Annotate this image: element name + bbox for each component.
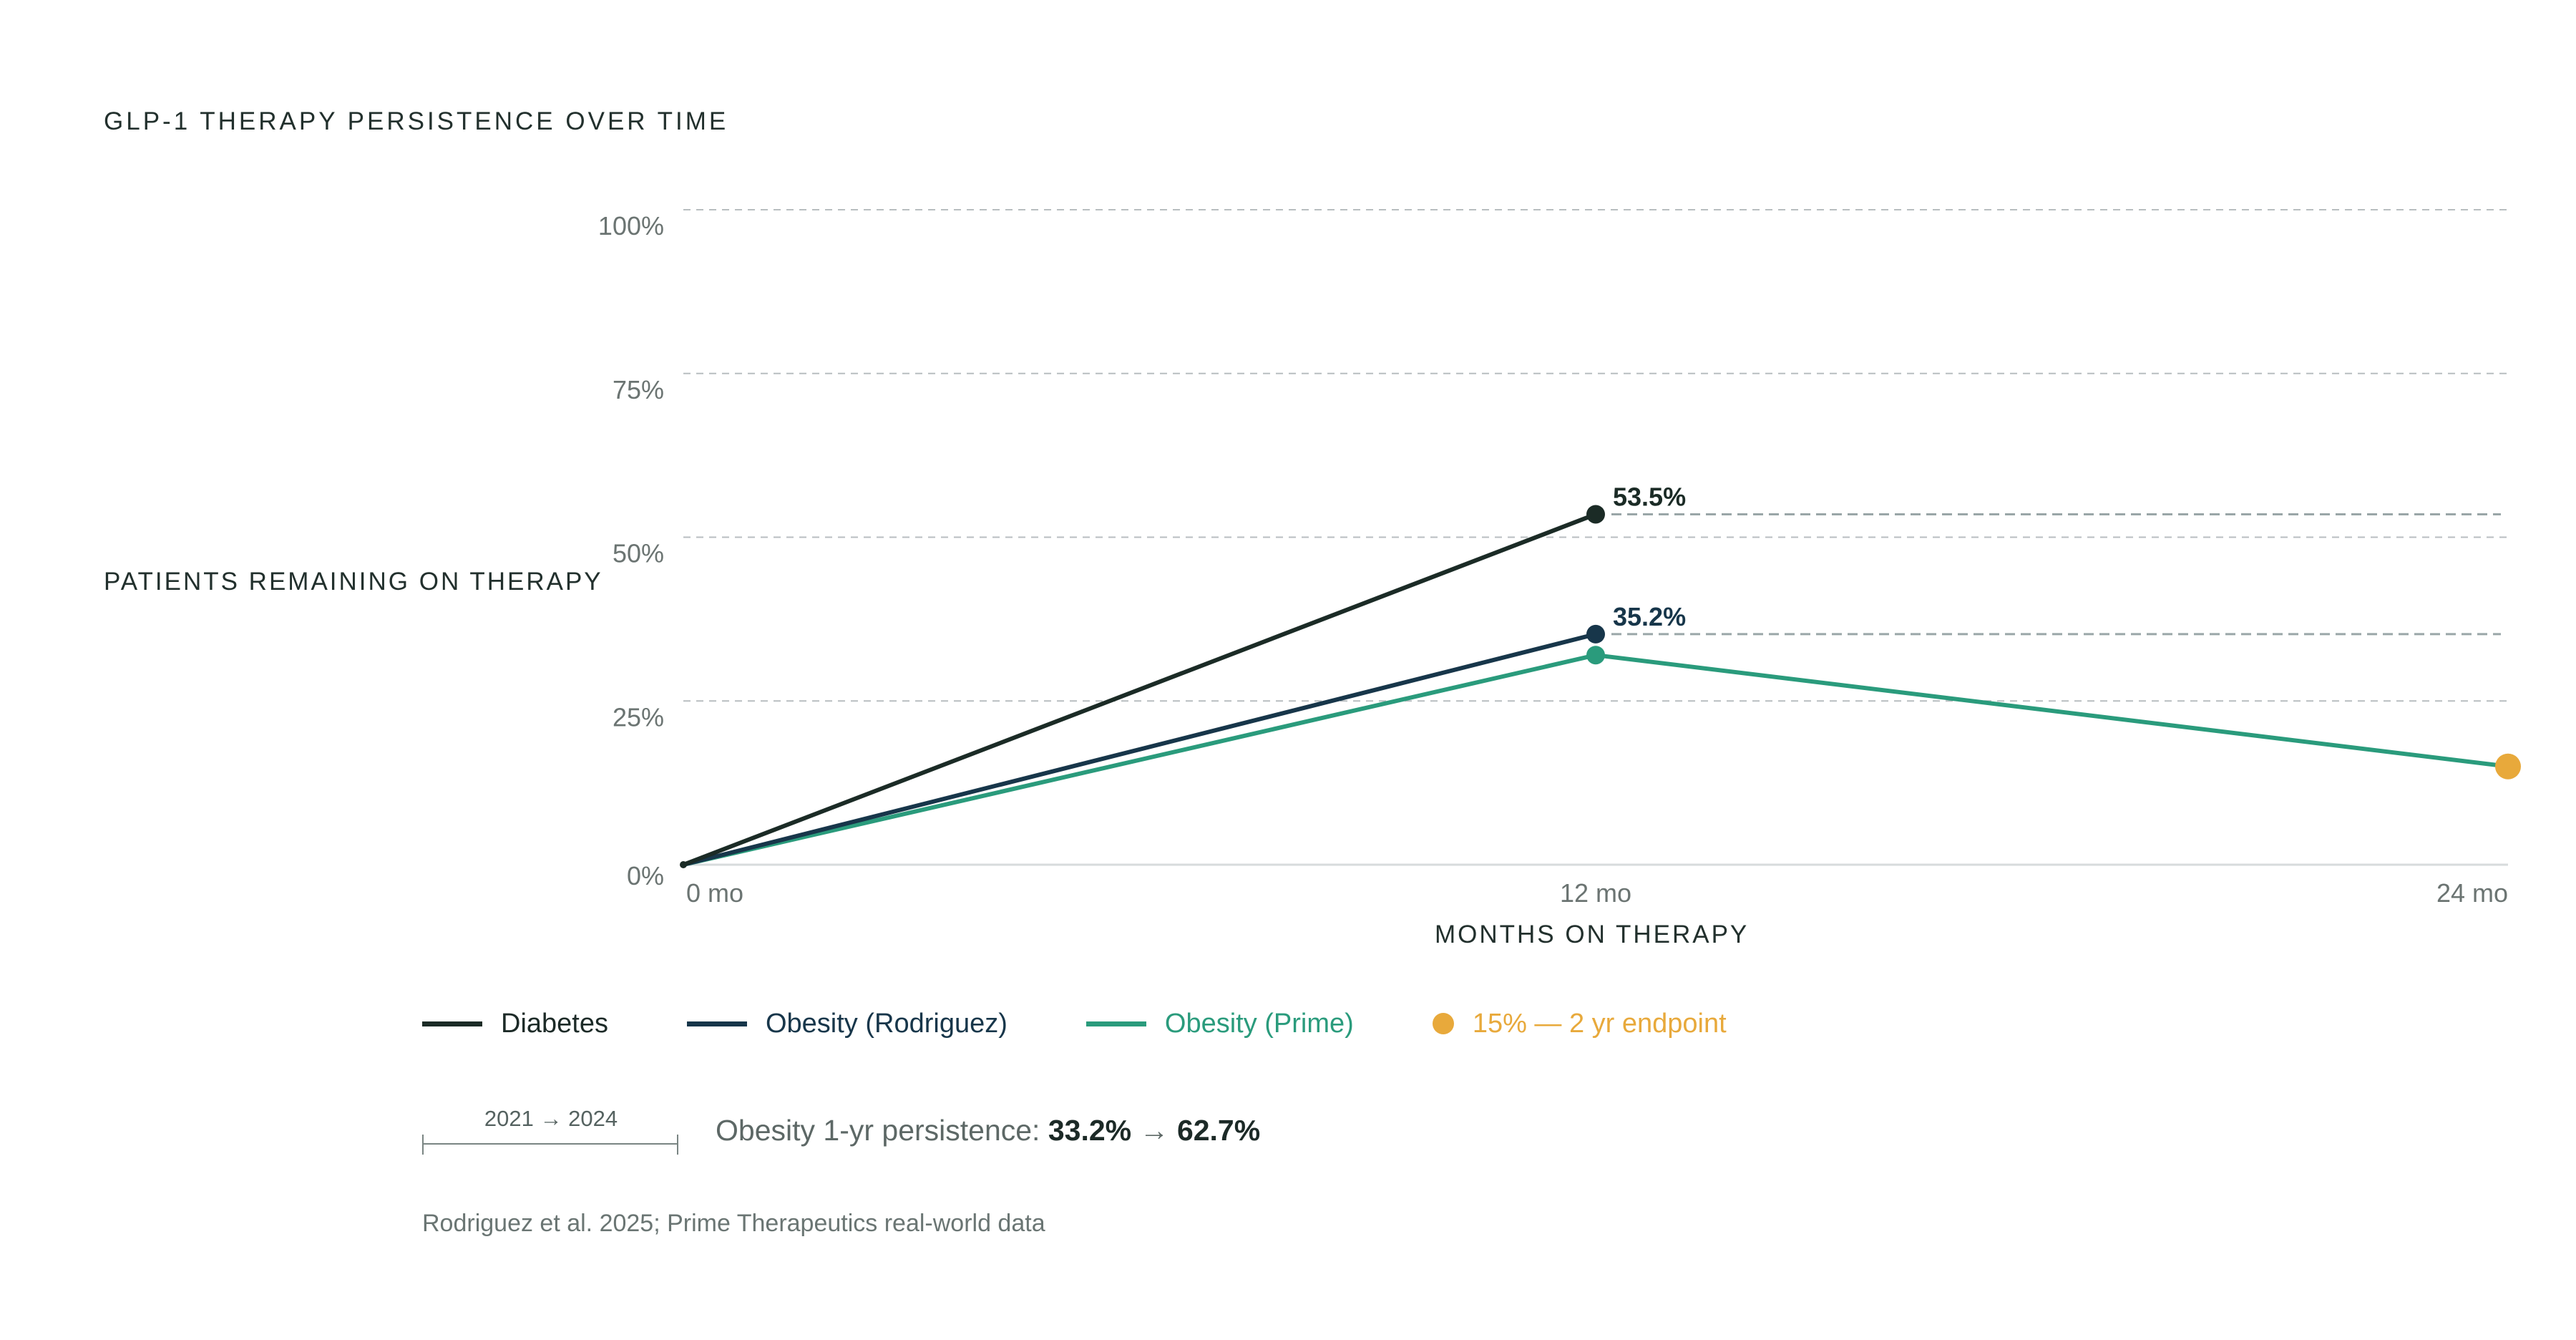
legend-label-endpoint: 15% — 2 yr endpoint	[1472, 1008, 1727, 1039]
legend-swatch-obesity-rodriguez	[686, 1021, 747, 1026]
data-label-obesity_rodriguez: 35.2%	[1613, 602, 1686, 631]
period-bracket: 2021 → 2024	[422, 1106, 680, 1156]
y-axis-title: PATIENTS REMAINING ON THERAPY	[104, 568, 603, 596]
series-point-obesity_rodriguez	[1586, 624, 1605, 644]
legend-label-obesity-prime: Obesity (Prime)	[1164, 1008, 1354, 1039]
endpoint-marker	[2495, 753, 2521, 780]
legend-label-obesity-rodriguez: Obesity (Rodriguez)	[765, 1008, 1008, 1039]
series-line-obesity_rodriguez	[681, 631, 1598, 867]
persistence-from: 33.2%	[1048, 1114, 1132, 1147]
bracket-tick-right	[677, 1135, 678, 1155]
source-note: Rodriguez et al. 2025; Prime Therapeutic…	[422, 1210, 1045, 1237]
bracket-tick-left	[422, 1135, 424, 1155]
y-tick-label: 100%	[598, 211, 664, 241]
x-axis-title: MONTHS ON THERAPY	[1435, 921, 1750, 948]
x-tick-label: 0 mo	[686, 878, 743, 908]
legend-item-obesity-rodriguez: Obesity (Rodriguez)	[686, 1008, 1008, 1039]
legend-item-endpoint: 15% — 2 yr endpoint	[1432, 1008, 1727, 1039]
series-point-diabetes	[1586, 505, 1605, 524]
y-tick-label: 75%	[613, 375, 664, 404]
y-tick-label: 0%	[627, 861, 664, 890]
x-tick-label: 24 mo	[2436, 878, 2508, 908]
persistence-prefix: Obesity 1-yr persistence:	[716, 1114, 1040, 1147]
series-line-diabetes	[681, 512, 1598, 867]
legend-item-obesity-prime: Obesity (Prime)	[1085, 1008, 1354, 1039]
y-tick-label: 25%	[613, 702, 664, 732]
x-tick-label: 12 mo	[1560, 878, 1631, 908]
period-label: 2021 → 2024	[484, 1106, 618, 1131]
persistence-annotation: Obesity 1-yr persistence: 33.2% → 62.7%	[716, 1114, 1260, 1147]
series-point-obesity_prime	[1586, 646, 1605, 665]
y-tick-label: 50%	[613, 539, 664, 568]
bracket-line	[422, 1143, 678, 1145]
data-label-diabetes: 53.5%	[1613, 482, 1686, 511]
persistence-arrow: →	[1139, 1114, 1169, 1147]
persistence-to: 62.7%	[1176, 1114, 1261, 1147]
legend-swatch-obesity-prime	[1085, 1021, 1146, 1026]
legend-swatch-diabetes	[422, 1021, 482, 1026]
legend-label-diabetes: Diabetes	[501, 1008, 608, 1039]
legend-dot-endpoint	[1432, 1013, 1454, 1034]
chart-legend: Diabetes Obesity (Rodriguez) Obesity (Pr…	[422, 1002, 1727, 1045]
origin-point	[680, 861, 687, 868]
chart-title: GLP-1 THERAPY PERSISTENCE OVER TIME	[104, 107, 729, 135]
legend-item-diabetes: Diabetes	[422, 1009, 608, 1039]
